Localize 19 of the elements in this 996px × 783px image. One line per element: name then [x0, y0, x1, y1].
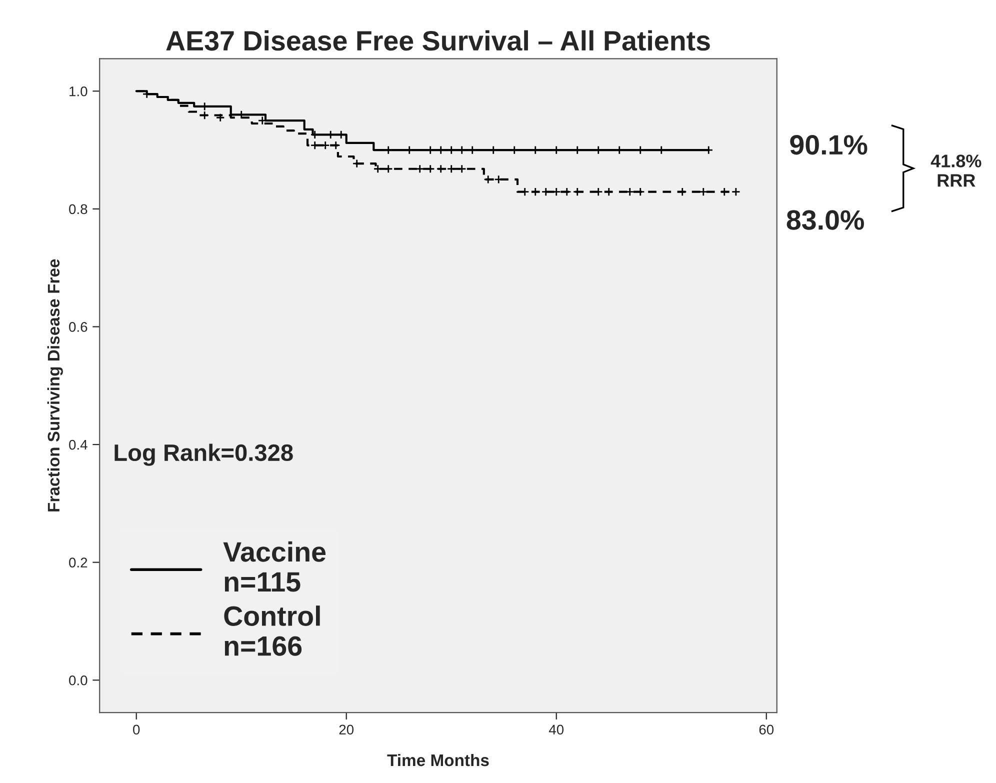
y-axis-title: Fraction Surviving Disease Free: [47, 259, 63, 512]
x-tick-label: 0: [133, 724, 140, 735]
annotation: 90.1%: [790, 135, 868, 155]
y-tick-label: 0.8: [69, 204, 88, 214]
chart-title: AE37 Disease Free Survival – All Patients: [166, 30, 710, 51]
y-tick-label: 0.4: [69, 440, 88, 450]
y-tick-label: 0.0: [69, 675, 88, 686]
text: 41.8% RRR: [930, 154, 982, 187]
x-tick-label: 60: [759, 724, 774, 735]
y-tick-label: 0.6: [69, 322, 88, 332]
x-tick-label: 20: [339, 724, 354, 735]
x-tick-label: 40: [548, 724, 564, 735]
y-tick-label: 0.2: [69, 558, 88, 568]
annotation: Log Rank=0.328: [114, 444, 293, 466]
y-tick-label: 1.0: [70, 86, 88, 96]
x-axis-title: Time Months: [387, 754, 489, 766]
legend-label: Vaccine n=115: [223, 541, 326, 592]
legend-label: Control n=166: [224, 606, 320, 656]
annotation: 83.0%: [786, 210, 864, 230]
